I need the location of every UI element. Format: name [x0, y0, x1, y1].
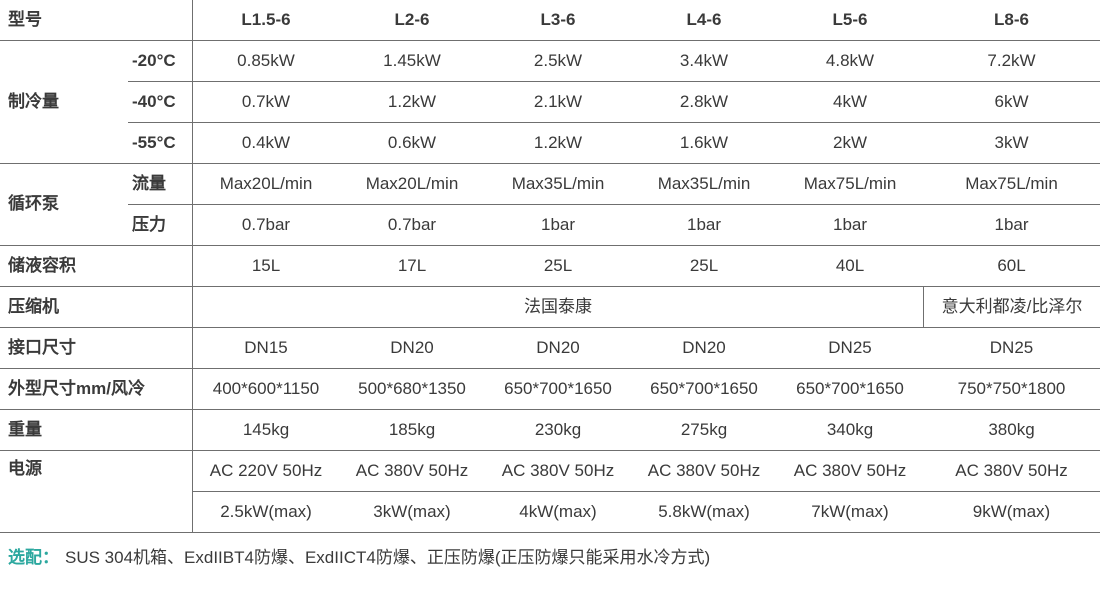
- power-voltage-value: AC 380V 50Hz: [339, 451, 485, 492]
- weight-label: 重量: [0, 410, 193, 451]
- cooling-value: 2.8kW: [631, 82, 777, 123]
- weight-value: 275kg: [631, 410, 777, 451]
- port-value: DN20: [339, 328, 485, 369]
- pump-param-label: 压力: [128, 205, 193, 246]
- tank-value: 25L: [631, 246, 777, 287]
- cooling-group-label: 制冷量: [0, 41, 128, 164]
- cooling-value: 1.2kW: [339, 82, 485, 123]
- weight-value: 185kg: [339, 410, 485, 451]
- power-consumption-value: 9kW(max): [923, 492, 1100, 533]
- model-name: L4-6: [631, 0, 777, 41]
- power-consumption-value: 7kW(max): [777, 492, 923, 533]
- dimension-value: 400*600*1150: [193, 369, 339, 410]
- compressor-label: 压缩机: [0, 287, 193, 328]
- power-consumption-value: 5.8kW(max): [631, 492, 777, 533]
- power-consumption-value: 4kW(max): [485, 492, 631, 533]
- power-consumption-value: 3kW(max): [339, 492, 485, 533]
- pump-value: 1bar: [631, 205, 777, 246]
- cooling-value: 1.6kW: [631, 123, 777, 164]
- cooling-value: 0.7kW: [193, 82, 339, 123]
- pump-value: Max20L/min: [339, 164, 485, 205]
- spec-table: 型号 L1.5-6 L2-6 L3-6 L4-6 L5-6 L8-6 制冷量 -…: [0, 0, 1100, 533]
- pump-value: 1bar: [777, 205, 923, 246]
- model-name: L2-6: [339, 0, 485, 41]
- model-name: L8-6: [923, 0, 1100, 41]
- power-voltage-value: AC 380V 50Hz: [631, 451, 777, 492]
- options-note: 选配： SUS 304机箱、ExdIIBT4防爆、ExdIICT4防爆、正压防爆…: [0, 543, 1100, 568]
- cooling-value: 4kW: [777, 82, 923, 123]
- pump-value: 1bar: [485, 205, 631, 246]
- port-value: DN15: [193, 328, 339, 369]
- weight-value: 380kg: [923, 410, 1100, 451]
- model-name: L3-6: [485, 0, 631, 41]
- cooling-value: 2kW: [777, 123, 923, 164]
- model-header-label: 型号: [0, 0, 193, 41]
- model-name: L5-6: [777, 0, 923, 41]
- cooling-value: 2.1kW: [485, 82, 631, 123]
- cooling-value: 0.85kW: [193, 41, 339, 82]
- tank-value: 15L: [193, 246, 339, 287]
- pump-group-label: 循环泵: [0, 164, 128, 246]
- temp-label: -55°C: [128, 123, 193, 164]
- cooling-value: 2.5kW: [485, 41, 631, 82]
- dimension-value: 650*700*1650: [631, 369, 777, 410]
- tank-value: 25L: [485, 246, 631, 287]
- compressor-main-value: 法国泰康: [193, 287, 923, 328]
- power-voltage-value: AC 380V 50Hz: [923, 451, 1100, 492]
- compressor-last-value: 意大利都凌/比泽尔: [923, 287, 1100, 328]
- pump-value: 0.7bar: [193, 205, 339, 246]
- pump-value: 1bar: [923, 205, 1100, 246]
- power-voltage-value: AC 220V 50Hz: [193, 451, 339, 492]
- tank-label: 储液容积: [0, 246, 193, 287]
- port-value: DN20: [485, 328, 631, 369]
- pump-value: Max75L/min: [777, 164, 923, 205]
- power-voltage-value: AC 380V 50Hz: [485, 451, 631, 492]
- port-label: 接口尺寸: [0, 328, 193, 369]
- cooling-value: 4.8kW: [777, 41, 923, 82]
- pump-value: 0.7bar: [339, 205, 485, 246]
- port-value: DN20: [631, 328, 777, 369]
- tank-value: 60L: [923, 246, 1100, 287]
- cooling-value: 3.4kW: [631, 41, 777, 82]
- cooling-value: 6kW: [923, 82, 1100, 123]
- dimensions-label: 外型尺寸mm/风冷: [0, 369, 193, 410]
- options-text: SUS 304机箱、ExdIIBT4防爆、ExdIICT4防爆、正压防爆(正压防…: [65, 548, 711, 567]
- port-value: DN25: [777, 328, 923, 369]
- power-consumption-value: 2.5kW(max): [193, 492, 339, 533]
- tank-value: 17L: [339, 246, 485, 287]
- cooling-value: 0.4kW: [193, 123, 339, 164]
- power-voltage-value: AC 380V 50Hz: [777, 451, 923, 492]
- weight-value: 230kg: [485, 410, 631, 451]
- dimension-value: 750*750*1800: [923, 369, 1100, 410]
- temp-label: -40°C: [128, 82, 193, 123]
- cooling-value: 0.6kW: [339, 123, 485, 164]
- dimension-value: 500*680*1350: [339, 369, 485, 410]
- pump-param-label: 流量: [128, 164, 193, 205]
- tank-value: 40L: [777, 246, 923, 287]
- model-name: L1.5-6: [193, 0, 339, 41]
- pump-value: Max35L/min: [485, 164, 631, 205]
- cooling-value: 1.2kW: [485, 123, 631, 164]
- pump-value: Max35L/min: [631, 164, 777, 205]
- cooling-value: 1.45kW: [339, 41, 485, 82]
- dimension-value: 650*700*1650: [777, 369, 923, 410]
- weight-value: 340kg: [777, 410, 923, 451]
- power-label: 电源: [0, 451, 193, 533]
- temp-label: -20°C: [128, 41, 193, 82]
- pump-value: Max75L/min: [923, 164, 1100, 205]
- port-value: DN25: [923, 328, 1100, 369]
- pump-value: Max20L/min: [193, 164, 339, 205]
- weight-value: 145kg: [193, 410, 339, 451]
- cooling-value: 7.2kW: [923, 41, 1100, 82]
- options-label: 选配：: [8, 548, 59, 567]
- dimension-value: 650*700*1650: [485, 369, 631, 410]
- cooling-value: 3kW: [923, 123, 1100, 164]
